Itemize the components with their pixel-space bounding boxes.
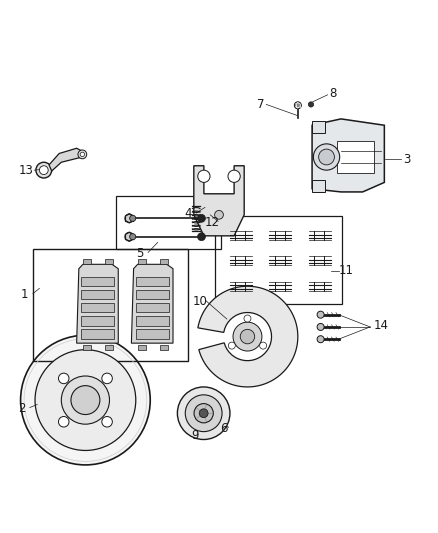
Bar: [81, 303, 114, 312]
Circle shape: [130, 215, 136, 221]
Circle shape: [125, 232, 134, 241]
Circle shape: [317, 336, 324, 343]
Bar: [215, 216, 342, 304]
Circle shape: [198, 170, 210, 182]
Circle shape: [61, 376, 110, 424]
Circle shape: [260, 342, 267, 349]
Text: 7: 7: [257, 98, 265, 111]
Circle shape: [240, 329, 254, 344]
Polygon shape: [194, 166, 244, 236]
Circle shape: [39, 166, 48, 174]
Bar: [81, 329, 114, 339]
Bar: [138, 345, 146, 350]
Circle shape: [199, 409, 208, 418]
Circle shape: [317, 324, 324, 330]
Text: 8: 8: [329, 87, 336, 100]
Bar: [81, 316, 114, 326]
Polygon shape: [131, 264, 173, 343]
Circle shape: [318, 149, 335, 165]
Text: 12: 12: [205, 216, 220, 229]
Circle shape: [228, 342, 235, 349]
Bar: [83, 259, 91, 264]
Bar: [138, 259, 146, 264]
Circle shape: [294, 102, 301, 109]
Bar: [33, 249, 188, 361]
Text: 5: 5: [137, 247, 144, 260]
Circle shape: [198, 214, 205, 222]
Circle shape: [317, 311, 324, 318]
Circle shape: [130, 233, 136, 240]
Text: 9: 9: [191, 429, 199, 442]
Bar: [160, 345, 168, 350]
Bar: [136, 316, 169, 326]
Bar: [312, 122, 325, 133]
Text: 13: 13: [19, 164, 34, 176]
Circle shape: [102, 373, 112, 384]
Text: 11: 11: [339, 264, 353, 277]
Circle shape: [35, 350, 136, 450]
Polygon shape: [337, 141, 374, 173]
Text: 2: 2: [18, 402, 26, 415]
Circle shape: [177, 387, 230, 440]
Text: 1: 1: [20, 288, 28, 302]
Circle shape: [21, 335, 150, 465]
Circle shape: [59, 416, 69, 427]
Circle shape: [233, 322, 262, 351]
Bar: [136, 290, 169, 300]
Circle shape: [215, 211, 223, 219]
Circle shape: [244, 315, 251, 322]
Circle shape: [228, 170, 240, 182]
Circle shape: [125, 214, 134, 223]
Bar: [81, 277, 114, 286]
Bar: [81, 290, 114, 300]
Circle shape: [308, 102, 314, 107]
Bar: [105, 259, 113, 264]
Bar: [83, 345, 91, 350]
Polygon shape: [312, 119, 385, 192]
Bar: [105, 345, 113, 350]
Circle shape: [78, 150, 87, 159]
Polygon shape: [198, 286, 298, 387]
Polygon shape: [49, 148, 83, 171]
Bar: [136, 329, 169, 339]
Text: 10: 10: [193, 295, 208, 308]
Bar: [160, 259, 168, 264]
Text: 14: 14: [374, 319, 389, 332]
Bar: [116, 197, 221, 249]
Bar: [136, 303, 169, 312]
Text: 6: 6: [219, 422, 227, 435]
Circle shape: [314, 144, 340, 170]
Circle shape: [71, 386, 100, 415]
Circle shape: [194, 403, 213, 423]
Bar: [312, 181, 325, 192]
Circle shape: [102, 416, 112, 427]
Circle shape: [80, 152, 85, 157]
Text: 3: 3: [404, 152, 411, 166]
Circle shape: [198, 233, 205, 241]
Text: 4: 4: [184, 207, 192, 221]
Bar: [136, 277, 169, 286]
Circle shape: [59, 373, 69, 384]
Polygon shape: [77, 264, 118, 343]
Circle shape: [36, 162, 52, 178]
Circle shape: [185, 395, 222, 432]
